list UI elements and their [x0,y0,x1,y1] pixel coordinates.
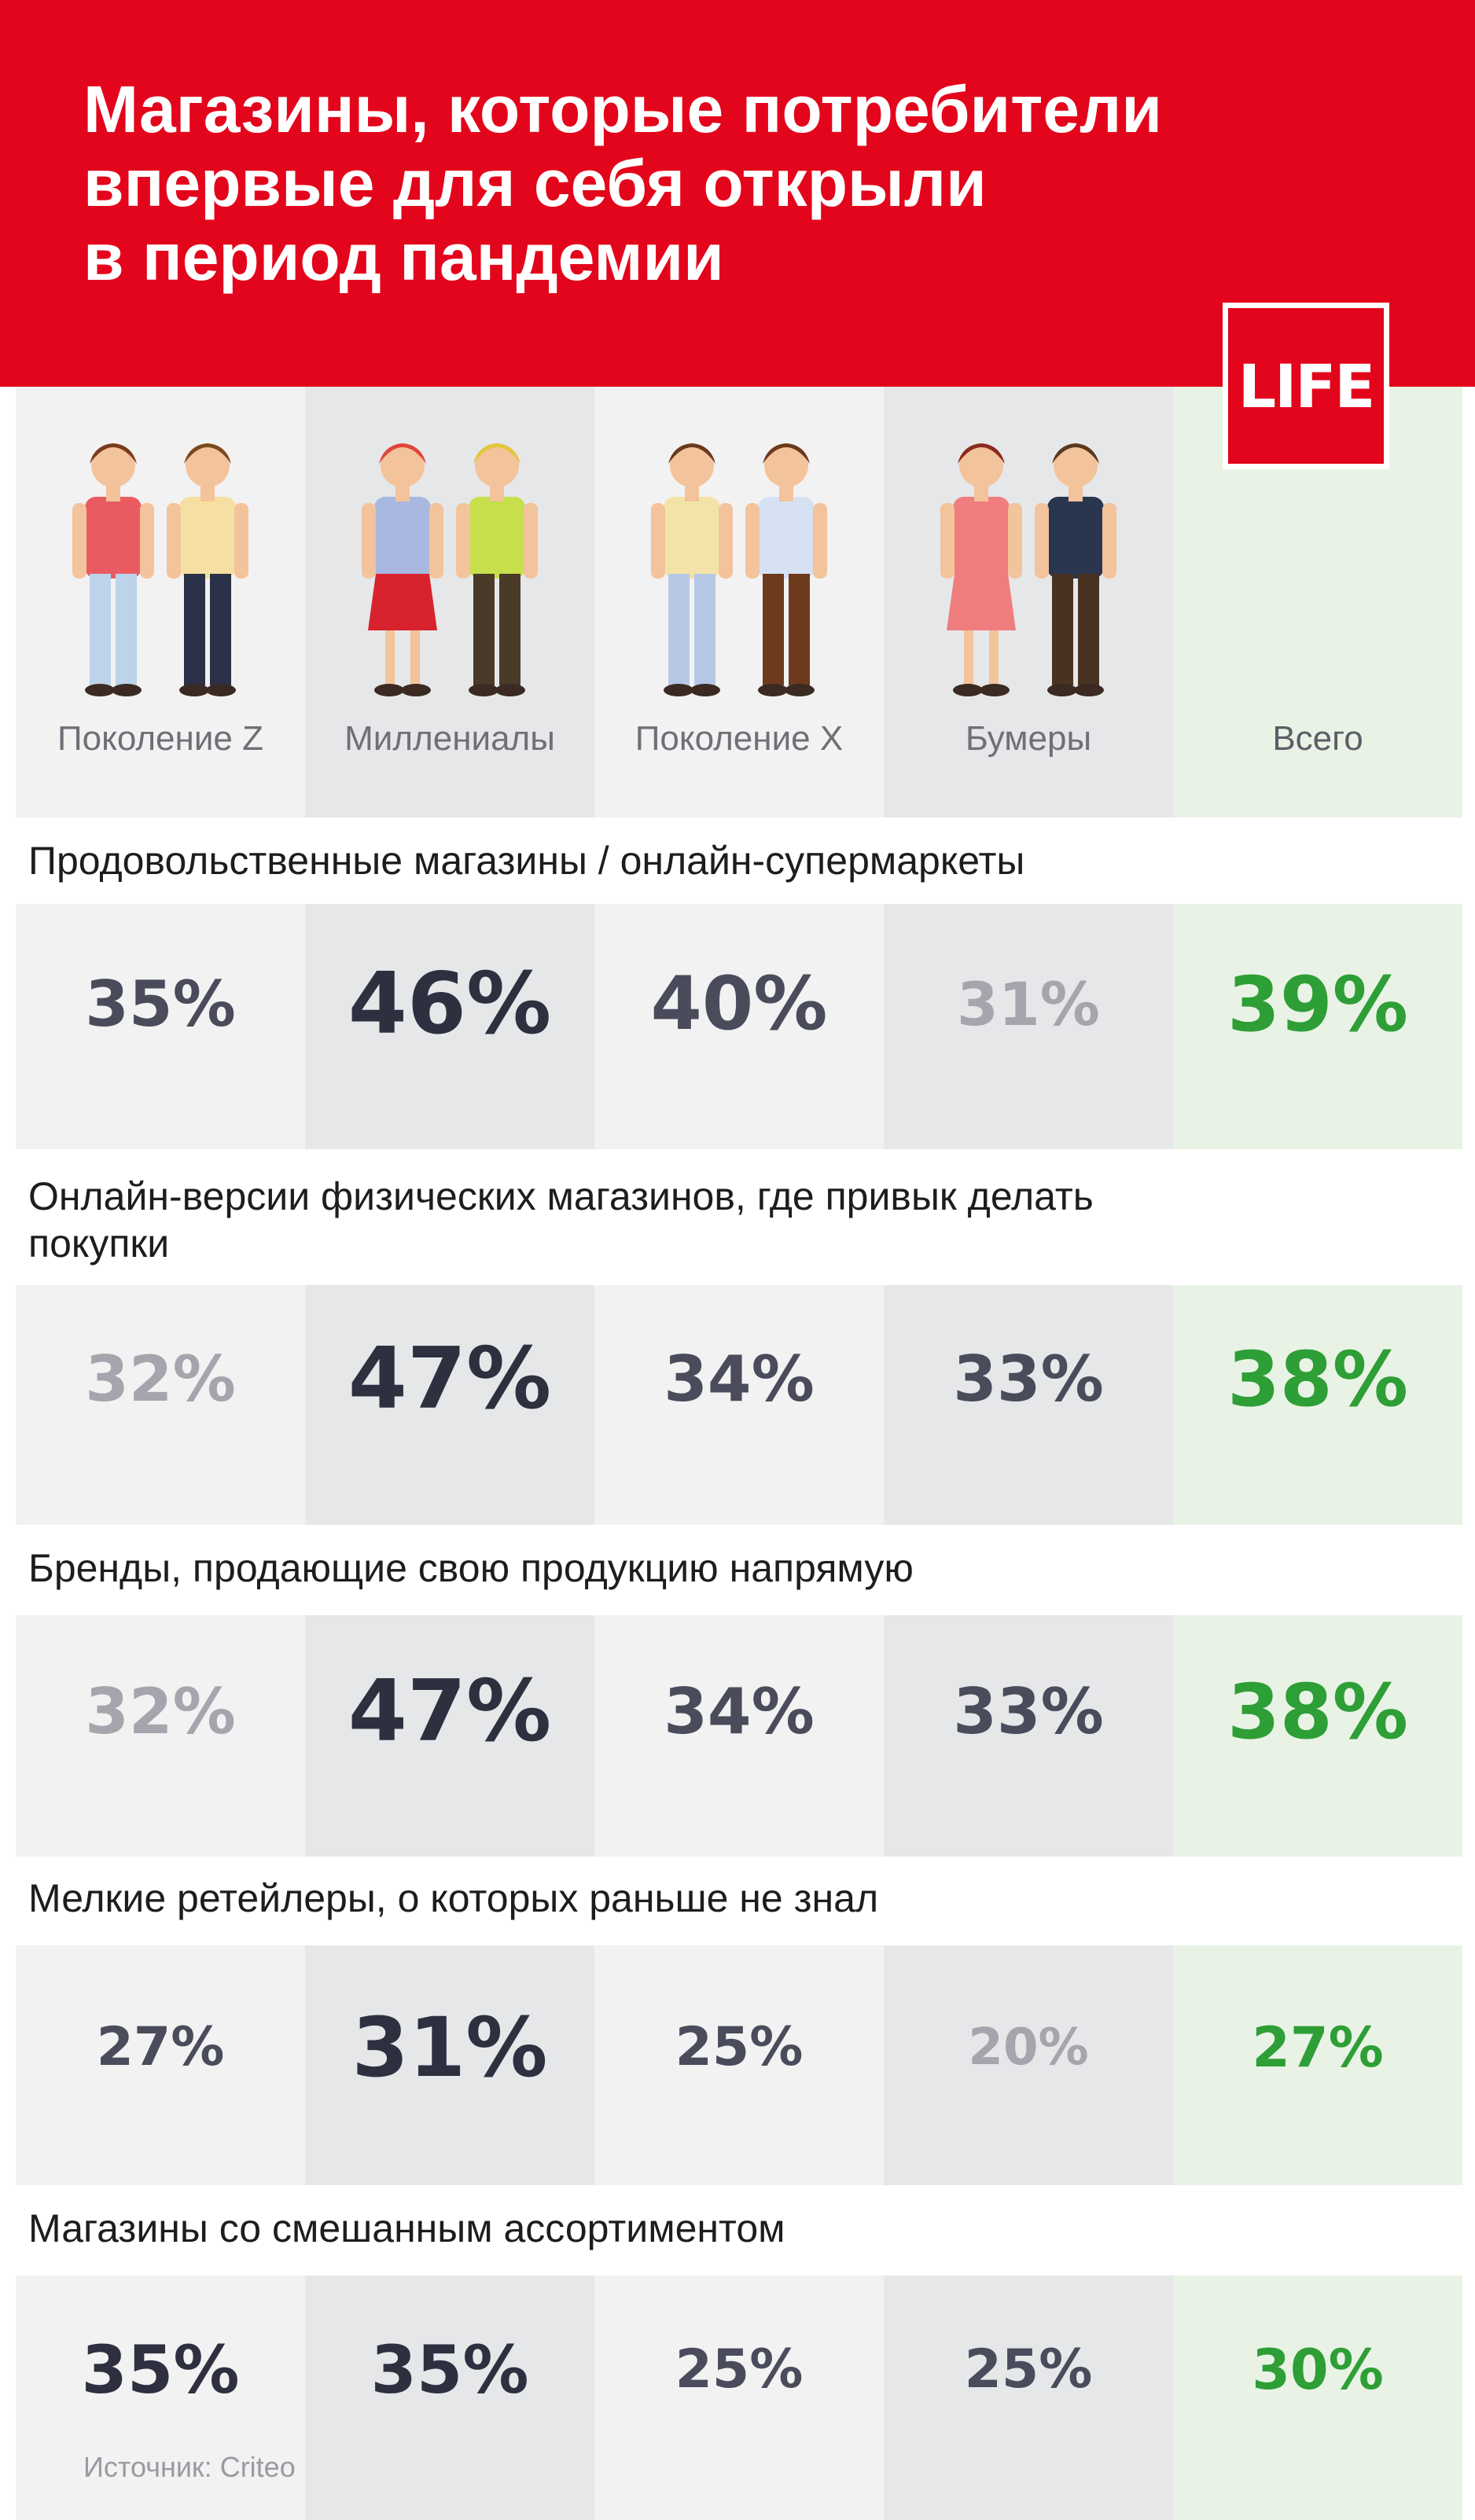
column-header: Миллениалы [344,719,555,758]
row-1-band-col-2 [305,904,594,1149]
title-line: в период пандемии [83,220,724,294]
header-band-col-4 [884,387,1173,817]
value-cell: 31% [957,969,1100,1039]
value-cell: 38% [1227,1335,1408,1423]
people-boomers-icon [884,424,1173,707]
value-cell: 33% [953,1675,1104,1748]
header-band-col-2 [305,387,594,817]
value-cell: 46% [348,955,552,1053]
row-1-band-col-3 [594,904,884,1149]
row-5-band-col-3 [594,2276,884,2520]
value-cell: 35% [85,968,236,1041]
column-header: Бумеры [965,719,1092,758]
row-4-band-col-1 [16,1945,305,2185]
row-2-band-col-2 [305,1285,594,1525]
value-cell: 47% [348,1330,552,1428]
row-3-band-col-1 [16,1615,305,1857]
row-4-band-col-3 [594,1945,884,2185]
value-cell: 39% [1227,961,1408,1049]
value-cell: 25% [675,2338,804,2401]
source-note: Источник: Criteo [83,2451,296,2483]
value-cell: 40% [650,961,828,1047]
title-line: Магазины, которые потребители [83,72,1162,146]
value-cell: 32% [85,1675,236,1748]
value-cell: 33% [953,1343,1104,1416]
column-header: Поколение X [635,719,844,758]
people-gen-z-icon [16,424,305,707]
row-4-band-col-5 [1173,1945,1462,2185]
value-cell: 31% [351,2000,548,2096]
column-header: Всего [1272,719,1363,758]
value-cell: 47% [348,1662,552,1761]
row-title: Мелкие ретейлеры, о которых раньше не зн… [28,1876,879,1920]
column-header: Поколение Z [57,719,263,758]
row-2-band-col-3 [594,1285,884,1525]
title-line: впервые для себя открыли [83,146,987,220]
value-cell: 38% [1227,1668,1408,1756]
row-3-band-col-2 [305,1615,594,1857]
value-cell: 30% [1252,2338,1384,2402]
value-cell: 35% [370,2331,529,2408]
value-cell: 35% [81,2331,240,2408]
row-5-band-col-2 [305,2276,594,2520]
row-4-band-col-4 [884,1945,1173,2185]
row-2-band-col-5 [1173,1285,1462,1525]
row-title: Онлайн-версии физических магазинов, где … [28,1174,1094,1266]
value-cell: 27% [1252,2015,1384,2080]
value-cell: 34% [664,1343,815,1416]
row-2-band-col-1 [16,1285,305,1525]
row-3-band-col-5 [1173,1615,1462,1857]
row-title: Магазины со смешанным ассортиментом [28,2206,785,2250]
value-cell: 34% [664,1675,815,1748]
row-4-band-col-2 [305,1945,594,2185]
life-logo: LIFE [1223,303,1389,469]
row-5-band-col-4 [884,2276,1173,2520]
value-cell: 25% [675,2016,804,2078]
header-band-col-1 [16,387,305,817]
row-1-band-col-1 [16,904,305,1149]
row-title: Продовольственные магазины / онлайн-супе… [28,839,1025,883]
value-cell: 27% [96,2016,225,2078]
value-cell: 25% [964,2338,1093,2401]
people-millennials-icon [305,424,594,707]
row-1-band-col-5 [1173,904,1462,1149]
value-cell: 32% [85,1343,236,1416]
row-3-band-col-4 [884,1615,1173,1857]
row-3-band-col-3 [594,1615,884,1857]
row-1-band-col-4 [884,904,1173,1149]
header-band-col-3 [594,387,884,817]
row-title: Бренды, продающие свою продукцию напряму… [28,1546,914,1590]
page-title: Магазины, которые потребители впервые дл… [83,72,1310,294]
value-cell: 20% [968,2019,1089,2077]
row-5-band-col-1 [16,2276,305,2520]
row-2-band-col-4 [884,1285,1173,1525]
header-banner: Магазины, которые потребители впервые дл… [0,0,1475,387]
row-5-band-col-5 [1173,2276,1462,2520]
people-gen-x-icon [594,424,884,707]
